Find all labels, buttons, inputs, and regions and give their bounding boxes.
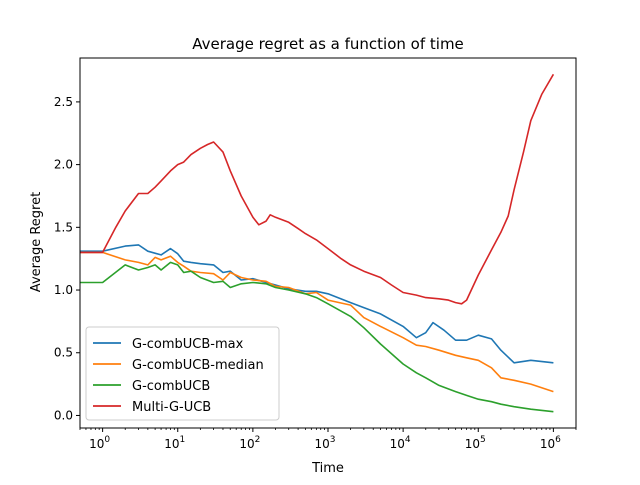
x-tick-label-1: 101 [164,435,185,451]
x-tick-label-5: 105 [465,435,486,451]
chart-title: Average regret as a function of time [192,35,464,53]
y-tick-label-1: 0.5 [54,346,73,360]
x-tick-label-4: 104 [390,435,411,451]
y-tick-label-3: 1.5 [54,220,73,234]
legend-frame [85,326,280,421]
legend: G-combUCB-max G-combUCB-median G-combUCB Mu… [85,326,280,421]
x-tick-label-2: 102 [239,435,260,451]
series-line-3 [80,261,554,413]
y-tick-label-5: 2.5 [54,95,73,109]
legend-label-4: Multi-G-UCB [132,400,211,415]
legend-label-3: G-combUCB [132,379,210,394]
y-tick-label-4: 2.0 [54,158,73,172]
legend-label-1: G-combUCB-max [132,337,244,352]
series-line-2 [80,251,554,393]
x-axis-label: Time [311,461,344,476]
y-axis-label: Average Regret [29,192,44,292]
y-tick-label-0: 0.0 [54,408,73,422]
y-tick-label-2: 1.0 [54,283,73,297]
x-tick-label-3: 103 [314,435,335,451]
x-tick-label-0: 100 [89,435,110,451]
y-ticks: 0.0 0.5 1.0 1.5 2.0 2.5 [54,95,80,422]
series-layer [80,73,555,413]
x-ticks: 100 101 102 103 104 105 106 [79,428,577,451]
legend-label-2: G-combUCB-median [132,358,264,373]
x-tick-label-6: 106 [540,435,561,451]
series-line-4 [80,73,555,305]
